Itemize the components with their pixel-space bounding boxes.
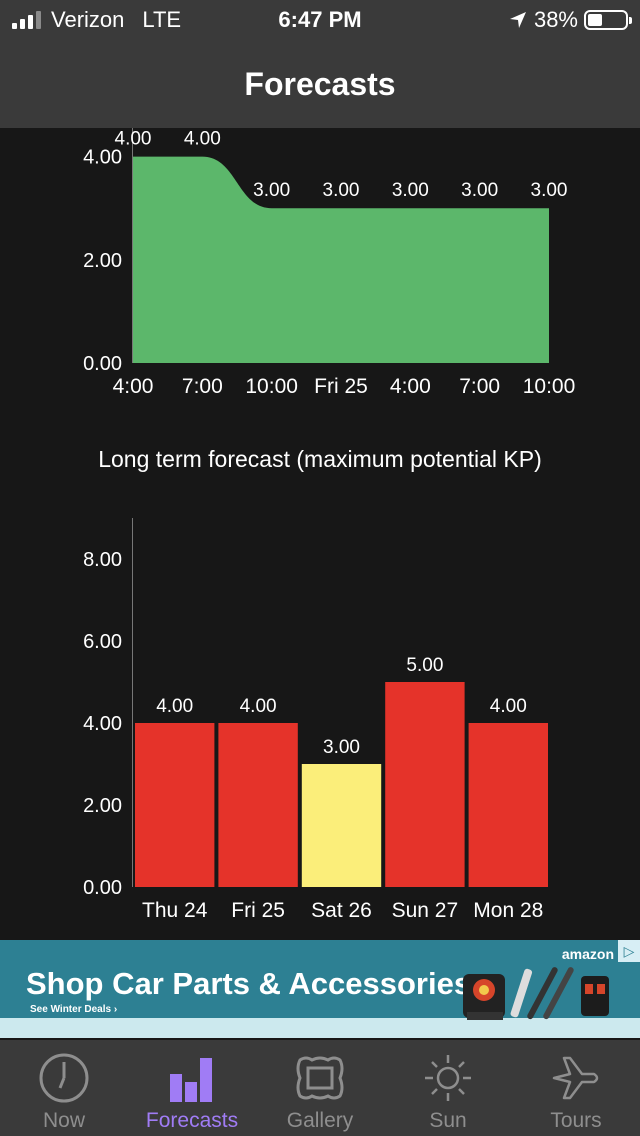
tab-bar: Now Forecasts Gallery — [0, 1040, 640, 1136]
picture-frame-icon — [296, 1056, 344, 1100]
car-accessories-image — [463, 967, 609, 1020]
y-tick-label: 2.00 — [83, 795, 122, 817]
x-tick-label: Mon 28 — [473, 899, 543, 922]
page-title: Forecasts — [244, 66, 396, 102]
long-term-chart: 0.00 2.00 4.00 6.00 8.00 4.00 Thu 24 4.00 Fri 25… — [0, 500, 640, 930]
status-right: 38% — [508, 7, 632, 33]
data-label: 3.00 — [253, 180, 290, 201]
ad-headline: Shop Car Parts & Accessories — [26, 966, 472, 1001]
x-tick-label: Fri 25 — [231, 899, 285, 922]
short-term-chart: 0.00 2.00 4.00 4:00 7:00 10:00 Fri 25 4:00 7:00 1… — [0, 128, 640, 428]
tab-sun-label: Sun — [429, 1109, 467, 1132]
x-tick-label: 10:00 — [523, 375, 576, 398]
x-tick-label: Fri 25 — [314, 375, 368, 398]
bar — [135, 723, 215, 887]
tab-forecasts[interactable]: Forecasts — [128, 1040, 256, 1136]
bar — [218, 723, 298, 887]
x-tick-label: 4:00 — [113, 375, 154, 398]
data-label: 3.00 — [531, 180, 568, 201]
status-bar: Verizon LTE 6:47 PM 38% — [0, 0, 640, 40]
x-tick-label: Sat 26 — [311, 899, 372, 922]
tab-gallery[interactable]: Gallery — [256, 1040, 384, 1136]
battery-percent: 38% — [533, 7, 578, 32]
data-label: 3.00 — [323, 180, 360, 201]
ad-subtext[interactable]: See Winter Deals › — [30, 1004, 118, 1015]
data-label: 3.00 — [461, 180, 498, 201]
ad-strip — [0, 1018, 640, 1038]
clock-icon — [39, 1053, 89, 1103]
x-tick-label: Thu 24 — [142, 899, 208, 922]
ad-choices-icon[interactable]: ▷ — [618, 940, 640, 962]
data-label: 4.00 — [490, 696, 527, 717]
airplane-icon — [552, 1056, 599, 1100]
bar — [301, 764, 382, 887]
location-arrow-icon — [509, 12, 526, 28]
tab-tours[interactable]: Tours — [512, 1040, 640, 1136]
data-label: 4.00 — [115, 129, 152, 150]
clock-label: 6:47 PM — [278, 7, 362, 32]
y-tick-label: 2.00 — [83, 250, 122, 272]
short-term-chart-svg: 0.00 2.00 4.00 4:00 7:00 10:00 Fri 25 4:00 7:00 1… — [83, 128, 576, 398]
data-label: 4.00 — [240, 696, 277, 717]
data-label: 3.00 — [323, 737, 360, 758]
signal-icon — [12, 11, 41, 29]
ad-brand-logo: amazon — [561, 946, 614, 962]
x-tick-label: 7:00 — [459, 375, 500, 398]
x-tick-label: 4:00 — [390, 375, 431, 398]
data-label: 4.00 — [156, 696, 193, 717]
x-tick-label: 10:00 — [245, 375, 298, 398]
y-tick-label: 0.00 — [83, 353, 122, 375]
y-tick-label: 4.00 — [83, 713, 122, 735]
carrier-label: Verizon — [51, 7, 125, 32]
tab-now-label: Now — [42, 1109, 85, 1132]
data-label: 5.00 — [406, 655, 443, 676]
long-term-chart-svg: 0.00 2.00 4.00 6.00 8.00 4.00 Thu 24 4.00 Fri 25… — [83, 518, 548, 922]
battery-icon — [584, 10, 632, 30]
navigation-bar: Forecasts — [0, 40, 640, 128]
bar — [385, 682, 465, 887]
long-term-chart-title: Long term forecast (maximum potential KP… — [98, 446, 542, 472]
y-tick-label: 4.00 — [83, 147, 122, 169]
sun-icon — [425, 1055, 471, 1101]
x-tick-label: 7:00 — [182, 375, 223, 398]
x-tick-label: Sun 27 — [392, 899, 459, 922]
ad-banner[interactable]: Shop Car Parts & Accessories See Winter … — [0, 940, 640, 1038]
status-left: Verizon LTE — [12, 7, 181, 33]
bar-chart-icon — [170, 1058, 212, 1102]
y-tick-label: 0.00 — [83, 877, 122, 899]
y-tick-label: 8.00 — [83, 549, 122, 571]
data-label: 3.00 — [392, 180, 429, 201]
tab-forecasts-label: Forecasts — [145, 1109, 239, 1132]
tab-tours-label: Tours — [550, 1109, 602, 1132]
tab-gallery-label: Gallery — [286, 1109, 354, 1132]
bar — [468, 723, 548, 887]
network-label: LTE — [142, 7, 182, 32]
tab-now[interactable]: Now — [0, 1040, 128, 1136]
data-label: 4.00 — [184, 129, 221, 150]
y-tick-label: 6.00 — [83, 631, 122, 653]
area-series — [133, 156, 549, 363]
tab-sun[interactable]: Sun — [384, 1040, 512, 1136]
